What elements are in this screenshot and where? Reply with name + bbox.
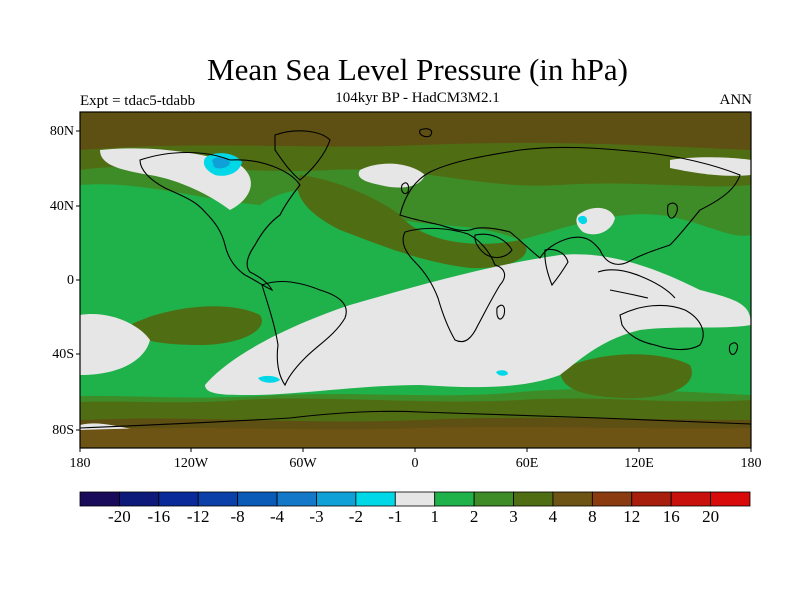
colorbar-label: 4	[548, 507, 558, 526]
coastlines	[80, 128, 751, 429]
coast-uk	[401, 182, 410, 195]
field-olive-patch-southpacific	[130, 306, 262, 345]
subtitle: 104kyr BP - HadCM3M2.1	[335, 90, 500, 106]
colorbar-label: -1	[388, 507, 403, 526]
lon-label-180e: 180	[740, 456, 762, 471]
colorbar-box	[158, 491, 199, 507]
coast-new-zealand	[728, 342, 738, 355]
colorbar-label: 1	[430, 507, 439, 526]
colorbar-box	[591, 491, 633, 507]
coast-indonesia	[597, 269, 676, 299]
colorbar-box	[316, 491, 357, 507]
colorbar-box	[119, 491, 160, 507]
coast-north-america	[139, 151, 301, 292]
field-gray-arctic-east	[358, 163, 425, 188]
colorbar-label: -12	[186, 507, 210, 526]
field-cyan-south-indian	[496, 370, 508, 376]
colorbar-box	[513, 491, 554, 507]
coast-india	[544, 248, 569, 287]
axis-ticks	[76, 130, 752, 452]
coast-australia	[619, 304, 704, 351]
lon-label-120e: 120E	[624, 456, 654, 471]
coast-europe-asia	[399, 146, 741, 265]
lat-label-40n: 40N	[49, 199, 74, 214]
colorbar-label: 3	[509, 507, 518, 526]
colorbar-box	[473, 491, 514, 507]
colorbar-label: 8	[588, 507, 597, 526]
colorbar-box	[394, 491, 436, 507]
colorbar-box	[355, 491, 396, 507]
field-gray-pacific-west	[80, 314, 150, 375]
colorbar-box	[79, 491, 120, 507]
field-blue-greenland	[212, 157, 230, 169]
colorbar-label: -16	[147, 507, 171, 526]
colorbar-label: -8	[230, 507, 245, 526]
page-title: Mean Sea Level Pressure (in hPa)	[207, 52, 628, 87]
colorbar-box	[670, 491, 711, 507]
colorbar-box	[434, 491, 475, 507]
season-label: ANN	[719, 92, 753, 108]
colorbar-box	[631, 491, 672, 507]
lon-label-120w: 120W	[173, 456, 209, 471]
lon-label-60w: 60W	[289, 456, 317, 471]
lat-label-0: 0	[67, 273, 74, 288]
colorbar-label: 2	[469, 507, 479, 526]
colorbar-label: -3	[309, 507, 324, 526]
field-north-edge	[80, 112, 751, 140]
colorbar-box	[237, 491, 278, 507]
lon-label-180w: 180	[69, 456, 91, 471]
coast-madagascar	[496, 304, 506, 320]
coast-japan	[667, 202, 678, 219]
colorbar-label: -4	[270, 507, 285, 526]
field-cyan-tibet	[578, 215, 588, 225]
lat-label-40s: 40S	[52, 347, 74, 362]
experiment-label: Expt = tdac5-tdabb	[80, 93, 196, 109]
colorbar-label: -2	[348, 507, 363, 526]
field-south-edge	[80, 427, 751, 448]
lon-label-0: 0	[411, 456, 419, 471]
colorbar-label: 20	[702, 507, 720, 526]
colorbar-box	[276, 491, 317, 507]
colorbar-box	[552, 491, 593, 507]
colorbar-box	[710, 491, 751, 507]
colorbar	[79, 491, 751, 507]
colorbar-box	[197, 491, 239, 507]
colorbar-label: 16	[662, 507, 680, 526]
coast-svalbard-islands	[419, 128, 433, 138]
field-olive-patch-pacific	[297, 175, 527, 269]
colorbar-label: 12	[623, 507, 641, 526]
field-gray-asia	[576, 207, 615, 235]
lon-label-60e: 60E	[515, 456, 539, 471]
coast-antarctica	[80, 410, 751, 429]
pressure-field	[80, 112, 751, 448]
coast-south-america	[261, 280, 347, 387]
lat-label-80s: 80S	[52, 423, 74, 438]
field-olive-patch-indian	[560, 354, 692, 399]
lat-label-80n: 80N	[49, 124, 74, 139]
coast-greenland	[274, 130, 331, 181]
field-cyan-south-america	[258, 375, 280, 383]
colorbar-label: -20	[108, 507, 131, 526]
coast-arabia	[474, 233, 513, 259]
